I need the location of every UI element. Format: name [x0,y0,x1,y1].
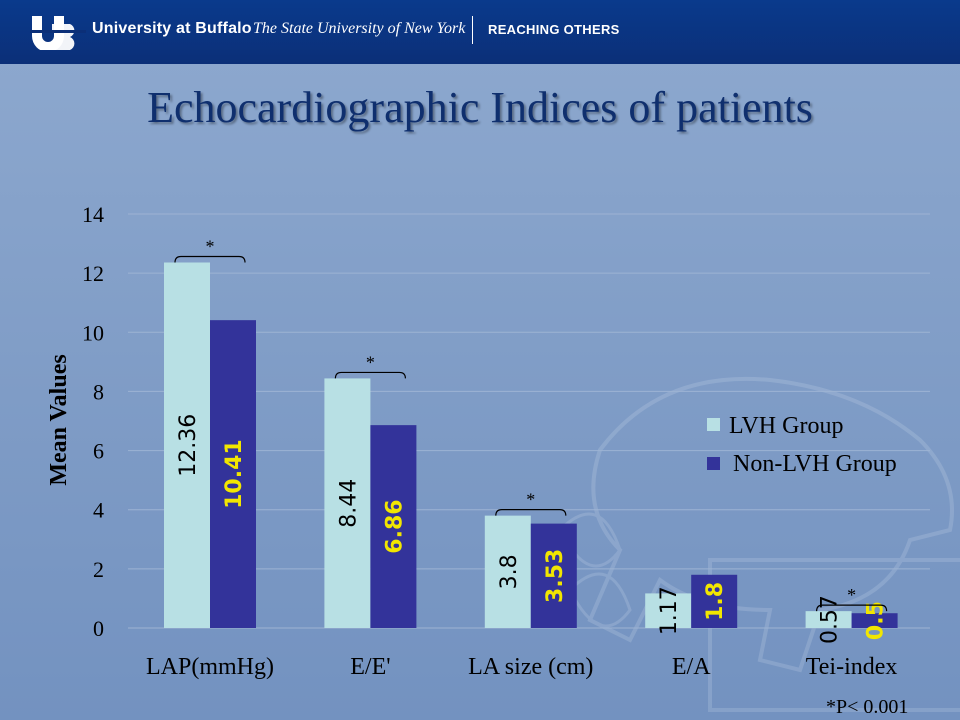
significance-brackets: * * * * [174,236,888,612]
suny-name: The State University of New York [253,20,466,37]
bar-lvh [805,611,852,628]
significance-bracket [495,509,567,516]
data-label: 1.8 [703,582,728,621]
slide-title: Echocardiographic Indices of patients [147,83,813,132]
y-tick-label: 12 [82,261,104,286]
significance-star: * [206,236,215,256]
header-tagline: REACHING OTHERS [488,22,620,37]
bar-lvh [645,593,692,628]
x-tick-label: Tei-index [806,654,898,680]
data-label: 3.8 [497,554,522,589]
legend-label-nonlvh: Non-LVH Group [733,451,897,477]
bar-lvh [484,515,531,628]
data-label: 0.57 [818,595,843,644]
y-tick-label: 6 [93,439,104,464]
y-tick-label: 10 [82,320,104,345]
y-tick-label: 2 [93,557,104,582]
x-tick-label: LA size (cm) [468,654,593,680]
buffalo-watermark-icon [560,376,960,712]
data-label: 1.17 [657,586,682,635]
bar-nonlvh [530,523,577,628]
bar-nonlvh [210,320,256,628]
bar-nonlvh [691,574,738,628]
data-label: 12.36 [176,414,201,477]
legend-swatch-lvh [707,418,720,431]
significance-star: * [526,490,535,510]
legend-label-lvh: LVH Group [729,413,843,439]
bar-nonlvh [851,613,898,628]
gridlines [128,213,930,629]
y-axis-label: Mean Values [46,354,72,485]
legend-swatch-nonlvh [707,457,720,470]
y-tick-label: 14 [82,202,104,227]
ub-logo-icon [30,16,86,50]
x-tick-label: E/E' [350,654,390,680]
significance-footnote: *P< 0.001 [826,696,909,718]
x-tick-label: LAP(mmHg) [146,654,274,680]
significance-star: * [366,352,375,372]
bars: 12.36 10.41 8.44 6.86 3.8 3.53 1.17 1.8 0.57 0.5 [164,262,898,644]
y-axis-ticks: 0 2 4 6 8 10 12 14 [82,202,104,641]
bar-nonlvh [370,425,417,628]
bar-lvh [324,378,371,628]
y-tick-label: 8 [93,379,104,404]
data-label: 3.53 [543,549,568,603]
legend: LVH Group Non-LVH Group [707,413,897,477]
bar-lvh [164,262,210,628]
university-name: University at Buffalo [92,20,252,37]
x-axis-ticks: LAP(mmHg) E/E' LA size (cm) E/A Tei-index [146,654,897,680]
significance-bracket [334,371,406,379]
x-tick-label: E/A [672,654,711,680]
data-label: 8.44 [336,479,361,528]
university-header-bar: University at Buffalo The State Universi… [0,0,960,64]
header-divider [472,16,473,44]
significance-bracket [174,255,246,263]
data-label: 6.86 [382,499,407,553]
data-label: 0.5 [864,601,889,640]
significance-star: * [847,585,856,605]
y-tick-label: 4 [93,498,104,523]
significance-bracket [816,604,888,612]
data-label: 10.41 [222,439,247,509]
y-tick-label: 0 [93,616,104,641]
